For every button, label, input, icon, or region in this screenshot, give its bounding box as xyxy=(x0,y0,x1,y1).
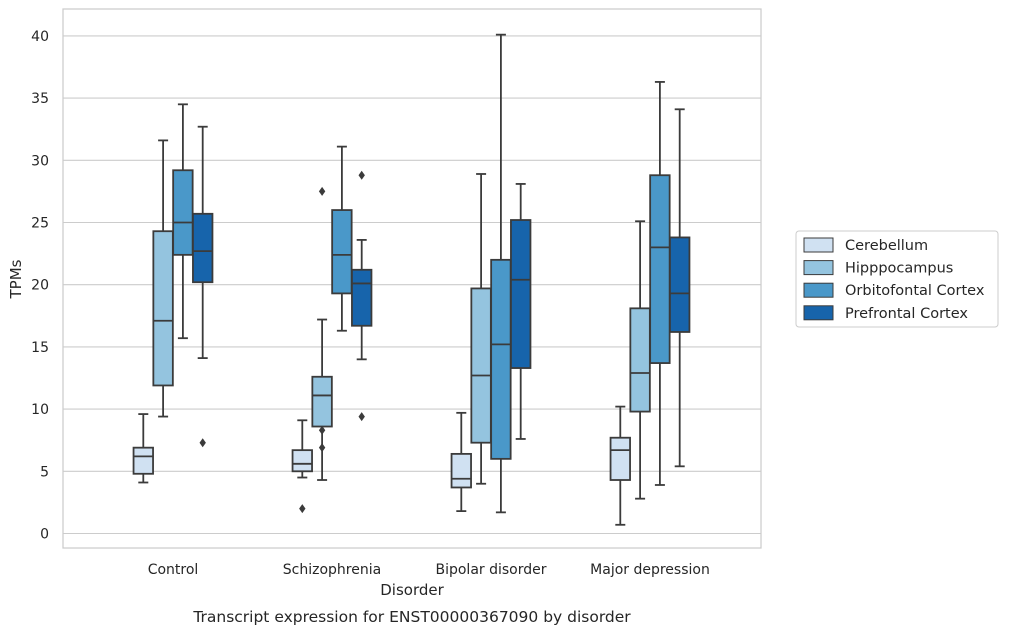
iqr-box xyxy=(649,174,671,364)
iqr-box xyxy=(291,449,313,473)
legend-swatch xyxy=(803,305,834,321)
box-group xyxy=(311,186,333,481)
iqr-box xyxy=(152,230,174,387)
box-group xyxy=(450,411,472,513)
legend-label: Hipppocampus xyxy=(845,261,953,277)
legend-label: Orbitofontal Cortex xyxy=(845,283,985,299)
box-group xyxy=(470,173,492,485)
legend-swatch xyxy=(803,282,834,298)
outlier-point xyxy=(358,412,365,422)
x-tick-label: Schizophrenia xyxy=(283,562,381,578)
box-group xyxy=(152,139,174,418)
plot-frame xyxy=(62,8,762,549)
box-group xyxy=(192,125,214,448)
box-group xyxy=(291,419,313,514)
box-group xyxy=(490,33,512,514)
iqr-box xyxy=(470,287,492,444)
box-group xyxy=(609,405,631,526)
y-axis-label: TPMs xyxy=(7,259,25,299)
legend-label: Prefrontal Cortex xyxy=(845,306,968,322)
box-group xyxy=(351,170,373,422)
x-tick-label: Control xyxy=(148,562,199,578)
outlier-point xyxy=(199,438,206,448)
y-tick-label: 5 xyxy=(40,464,49,480)
iqr-box xyxy=(490,258,512,460)
iqr-box xyxy=(132,446,154,475)
y-tick-label: 25 xyxy=(31,216,49,232)
iqr-box xyxy=(510,219,532,369)
outlier-point xyxy=(358,170,365,180)
legend-swatch xyxy=(803,237,834,253)
y-tick-label: 10 xyxy=(31,402,49,418)
iqr-box xyxy=(450,452,472,489)
iqr-box xyxy=(192,212,214,284)
box-group xyxy=(669,108,691,468)
outlier-point xyxy=(318,425,326,435)
box-group xyxy=(132,413,154,484)
y-tick-label: 0 xyxy=(40,527,49,543)
x-tick-label: Bipolar disorder xyxy=(435,562,546,578)
outlier-point xyxy=(299,504,306,514)
x-axis-label: Disorder xyxy=(380,581,444,599)
box-group xyxy=(510,183,532,440)
box-group xyxy=(172,103,194,340)
legend-swatch xyxy=(803,260,834,276)
iqr-box xyxy=(609,436,631,481)
iqr-box xyxy=(351,268,373,327)
y-tick-label: 30 xyxy=(31,153,49,169)
chart-caption: Transcript expression for ENST0000036709… xyxy=(192,608,631,626)
iqr-box xyxy=(629,307,651,413)
y-tick-label: 15 xyxy=(31,340,49,356)
legend-items: Cerebellum Hipppocampus Orbitofontal Corte… xyxy=(803,237,985,322)
y-tick-label: 35 xyxy=(31,91,49,107)
box-group xyxy=(629,220,651,500)
x-tick-label: Major depression xyxy=(590,562,710,578)
outlier-point xyxy=(318,186,326,196)
iqr-box xyxy=(669,236,691,333)
legend-label: Cerebellum xyxy=(845,238,928,254)
box-group xyxy=(649,81,671,486)
y-tick-label: 40 xyxy=(31,29,49,45)
ticks-layer: 0 5 10 15 20 25 30 35 40 Control Schizophrenia Bipo… xyxy=(31,29,710,578)
boxes-layer xyxy=(132,33,691,526)
legend: Cerebellum Hipppocampus Orbitofontal Corte… xyxy=(795,230,999,328)
iqr-box xyxy=(311,375,333,428)
box-group xyxy=(331,145,353,332)
outlier-point xyxy=(318,443,326,453)
legend-frame xyxy=(795,230,999,328)
y-tick-label: 20 xyxy=(31,278,49,294)
iqr-box xyxy=(172,169,194,256)
iqr-box xyxy=(331,209,353,295)
